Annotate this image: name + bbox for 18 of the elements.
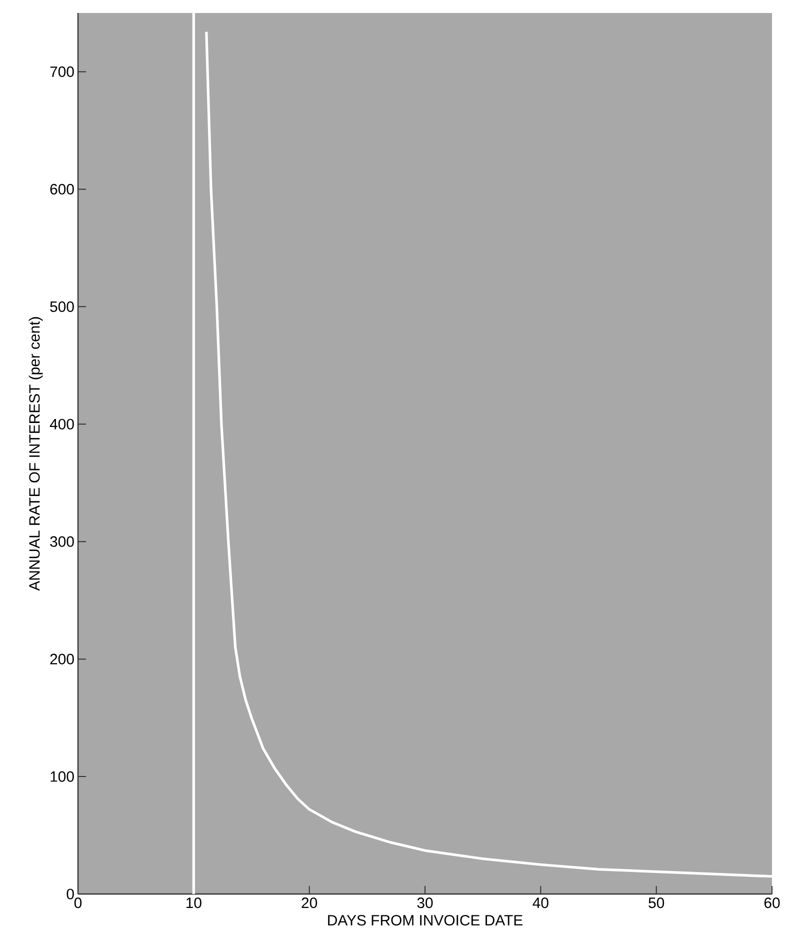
y-tick-label: 700 bbox=[50, 66, 74, 78]
x-tick-label: 60 bbox=[764, 898, 780, 908]
line-series bbox=[205, 30, 772, 878]
x-tick-label: 0 bbox=[74, 898, 82, 908]
y-tick-label: 500 bbox=[50, 301, 74, 312]
x-tick-label: 10 bbox=[186, 898, 202, 908]
y-tick-label: 300 bbox=[50, 536, 74, 547]
x-tick-label: 40 bbox=[532, 898, 548, 908]
y-tick-label: 600 bbox=[50, 184, 74, 194]
x-tick-label: 30 bbox=[417, 898, 433, 908]
x-tick-label: 50 bbox=[648, 898, 664, 908]
y-tick-label: 400 bbox=[50, 418, 74, 430]
y-tick-label: 200 bbox=[50, 654, 74, 664]
y-axis-title: ANNUAL RATE OF INTEREST (per cent) bbox=[28, 317, 43, 591]
y-tick-label: 0 bbox=[66, 888, 74, 900]
x-tick-label: 20 bbox=[302, 898, 318, 908]
y-tick-label: 100 bbox=[50, 771, 74, 782]
x-axis-title: DAYS FROM INVOICE DATE bbox=[328, 914, 522, 926]
